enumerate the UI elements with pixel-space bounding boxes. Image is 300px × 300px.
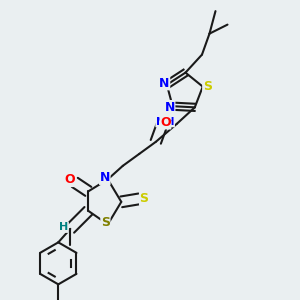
Text: N: N bbox=[164, 100, 175, 114]
Text: NH: NH bbox=[156, 117, 174, 127]
Text: N: N bbox=[100, 171, 110, 184]
Text: N: N bbox=[159, 77, 170, 90]
Text: H: H bbox=[59, 222, 68, 233]
Text: S: S bbox=[140, 192, 148, 206]
Text: S: S bbox=[101, 216, 110, 230]
Text: O: O bbox=[160, 116, 171, 129]
Text: O: O bbox=[65, 173, 75, 187]
Text: S: S bbox=[203, 80, 212, 93]
